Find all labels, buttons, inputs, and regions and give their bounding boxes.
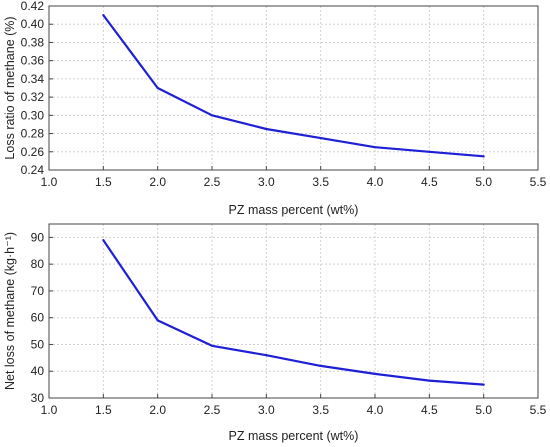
x-axis-title: PZ mass percent (wt%)	[229, 203, 359, 217]
x-tick-label: 3.5	[312, 403, 329, 417]
x-tick-label: 2.5	[204, 175, 221, 189]
x-tick-label: 1.5	[95, 175, 112, 189]
y-tick-label: 0.26	[21, 145, 45, 159]
data-point	[210, 344, 214, 347]
y-tick-label: 0.38	[21, 35, 45, 49]
y-axis-title: Loss ratio of methane (%)	[3, 16, 17, 159]
x-tick-label: 3.0	[258, 403, 275, 417]
plot-frame	[48, 223, 539, 399]
x-tick-label: 1.0	[41, 175, 58, 189]
chart-loss-ratio: 1.0 1.5 2.0 2.5 3.0 3.5 4.0 4.5 5.0 5.5 0.24 0.26 0.…	[3, 0, 547, 217]
x-tick-label: 5.0	[475, 403, 492, 417]
chart-net-loss: 1.0 1.5 2.0 2.5 3.0 3.5 4.0 4.5 5.0 5.5 30 40 50 60 70…	[3, 223, 547, 443]
y-axis-title: Net loss of methane (kg·h⁻¹)	[3, 232, 17, 390]
y-tick-label: 0.30	[21, 108, 45, 122]
data-point	[102, 14, 105, 17]
x-tick-label: 5.5	[530, 403, 547, 417]
x-tick-label: 5.5	[530, 175, 547, 189]
y-tick-label: 0.40	[21, 17, 45, 31]
series-line	[102, 14, 484, 158]
data-point	[265, 354, 268, 357]
y-tick-label: 30	[31, 391, 45, 405]
x-tick-label: 2.5	[204, 403, 221, 417]
y-tick-label: 0.34	[21, 72, 45, 86]
x-tick-label: 1.0	[41, 403, 58, 417]
y-tick-label: 0.42	[21, 0, 45, 13]
data-point	[265, 127, 268, 131]
y-tick-label: 90	[31, 230, 45, 244]
y-tick-label: 80	[31, 257, 45, 271]
y-tick-label: 40	[31, 364, 45, 378]
data-point	[373, 146, 377, 149]
x-tick-label: 3.0	[258, 175, 275, 189]
y-tick-label: 70	[31, 284, 45, 298]
y-tick-label: 50	[31, 337, 45, 351]
y-tick-label: 0.28	[21, 127, 45, 141]
x-tick-label: 4.5	[421, 403, 438, 417]
x-tick-label: 5.0	[475, 175, 492, 189]
y-tick-label: 0.24	[21, 163, 45, 177]
data-point	[319, 137, 322, 140]
data-point	[156, 86, 159, 90]
plot-frame	[48, 5, 539, 171]
y-tick-label: 0.36	[21, 54, 45, 68]
x-tick-label: 4.5	[421, 175, 438, 189]
y-tick-label: 0.32	[21, 90, 45, 104]
data-point	[482, 155, 485, 158]
x-axis-title: PZ mass percent (wt%)	[229, 429, 359, 443]
x-tick-label: 3.5	[312, 175, 329, 189]
series-line	[102, 239, 484, 386]
y-tick-label: 60	[31, 311, 45, 325]
x-tick-label: 2.0	[149, 175, 166, 189]
data-point	[319, 364, 322, 367]
data-point	[482, 383, 485, 386]
data-point	[156, 319, 159, 322]
x-tick-label: 1.5	[95, 403, 112, 417]
x-tick-label: 2.0	[149, 403, 166, 417]
data-point	[373, 372, 377, 376]
data-point	[102, 238, 105, 242]
data-point	[210, 114, 214, 117]
x-tick-label: 4.0	[367, 175, 384, 189]
x-tick-label: 4.0	[367, 403, 384, 417]
data-point	[428, 150, 431, 153]
data-point	[428, 379, 431, 382]
